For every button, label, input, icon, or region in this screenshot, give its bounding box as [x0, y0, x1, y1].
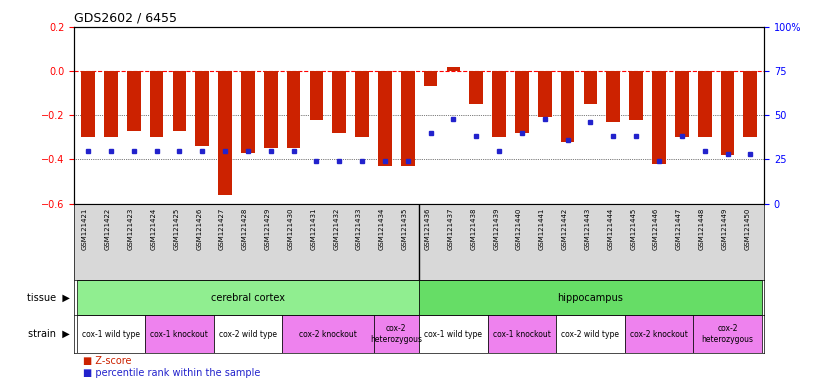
Text: GSM121441: GSM121441: [539, 207, 545, 250]
Text: GSM121438: GSM121438: [470, 207, 477, 250]
Text: GSM121446: GSM121446: [653, 207, 659, 250]
Text: GSM121424: GSM121424: [150, 207, 157, 250]
Bar: [77, 280, 420, 315]
Text: cox-1 wild type: cox-1 wild type: [425, 329, 482, 339]
Text: GSM121428: GSM121428: [242, 207, 248, 250]
Bar: [629, 71, 643, 120]
Bar: [492, 71, 506, 137]
Text: GSM121440: GSM121440: [516, 207, 522, 250]
Text: cerebral cortex: cerebral cortex: [211, 293, 285, 303]
Text: cox-1 knockout: cox-1 knockout: [150, 329, 208, 339]
Text: GSM121432: GSM121432: [333, 207, 339, 250]
Bar: [77, 315, 145, 353]
Text: GSM121450: GSM121450: [744, 207, 750, 250]
Bar: [127, 71, 140, 131]
Text: cox-2 wild type: cox-2 wild type: [219, 329, 277, 339]
Bar: [469, 71, 483, 104]
Text: GSM121444: GSM121444: [607, 207, 614, 250]
Text: strain  ▶: strain ▶: [28, 329, 70, 339]
Bar: [355, 71, 369, 137]
Bar: [81, 71, 95, 137]
Text: GSM121430: GSM121430: [287, 207, 293, 250]
Text: GSM121423: GSM121423: [128, 207, 134, 250]
Text: GSM121425: GSM121425: [173, 207, 179, 250]
Text: cox-1 wild type: cox-1 wild type: [82, 329, 140, 339]
Text: GSM121426: GSM121426: [197, 207, 202, 250]
Text: GSM121449: GSM121449: [721, 207, 728, 250]
Text: ■ percentile rank within the sample: ■ percentile rank within the sample: [83, 368, 260, 379]
Text: cox-1 knockout: cox-1 knockout: [493, 329, 551, 339]
Text: cox-2
heterozygous: cox-2 heterozygous: [370, 324, 422, 344]
Text: GSM121431: GSM121431: [311, 207, 316, 250]
Bar: [218, 71, 232, 195]
Text: GSM121434: GSM121434: [379, 207, 385, 250]
Text: GSM121435: GSM121435: [401, 207, 408, 250]
Bar: [401, 71, 415, 166]
Bar: [606, 71, 620, 122]
Bar: [515, 71, 529, 133]
Text: GSM121448: GSM121448: [699, 207, 705, 250]
Bar: [282, 315, 373, 353]
Bar: [720, 71, 734, 155]
Bar: [241, 71, 254, 153]
Text: cox-2
heterozygous: cox-2 heterozygous: [701, 324, 753, 344]
Text: GSM121447: GSM121447: [676, 207, 681, 250]
Text: cox-2 wild type: cox-2 wild type: [562, 329, 620, 339]
Text: GDS2602 / 6455: GDS2602 / 6455: [74, 11, 178, 24]
Bar: [624, 315, 693, 353]
Text: tissue  ▶: tissue ▶: [27, 293, 70, 303]
Text: GSM121445: GSM121445: [630, 207, 636, 250]
Bar: [145, 315, 214, 353]
Bar: [287, 71, 301, 148]
Bar: [214, 315, 282, 353]
Bar: [743, 71, 757, 137]
Bar: [561, 71, 575, 142]
Bar: [584, 71, 597, 104]
Bar: [487, 315, 556, 353]
Bar: [310, 71, 323, 120]
Text: GSM121436: GSM121436: [425, 207, 430, 250]
Bar: [420, 315, 487, 353]
Text: GSM121421: GSM121421: [82, 207, 88, 250]
Text: GSM121429: GSM121429: [265, 207, 271, 250]
Bar: [150, 71, 164, 137]
Text: hippocampus: hippocampus: [558, 293, 624, 303]
Bar: [675, 71, 689, 137]
Text: GSM121443: GSM121443: [585, 207, 591, 250]
Bar: [373, 315, 420, 353]
Text: GSM121427: GSM121427: [219, 207, 225, 250]
Bar: [420, 280, 762, 315]
Bar: [332, 71, 346, 133]
Bar: [263, 71, 278, 148]
Text: GSM121442: GSM121442: [562, 207, 567, 250]
Bar: [698, 71, 711, 137]
Bar: [653, 71, 666, 164]
Bar: [556, 315, 624, 353]
Bar: [378, 71, 392, 166]
Text: cox-2 knockout: cox-2 knockout: [299, 329, 357, 339]
Text: ■ Z-score: ■ Z-score: [83, 356, 131, 366]
Bar: [693, 315, 762, 353]
Text: GSM121422: GSM121422: [105, 207, 111, 250]
Bar: [538, 71, 552, 118]
Bar: [196, 71, 209, 146]
Bar: [104, 71, 118, 137]
Text: GSM121433: GSM121433: [356, 207, 362, 250]
Bar: [173, 71, 186, 131]
Bar: [447, 67, 460, 71]
Text: cox-2 knockout: cox-2 knockout: [630, 329, 688, 339]
Text: GSM121437: GSM121437: [448, 207, 453, 250]
Text: GSM121439: GSM121439: [493, 207, 499, 250]
Bar: [424, 71, 438, 86]
